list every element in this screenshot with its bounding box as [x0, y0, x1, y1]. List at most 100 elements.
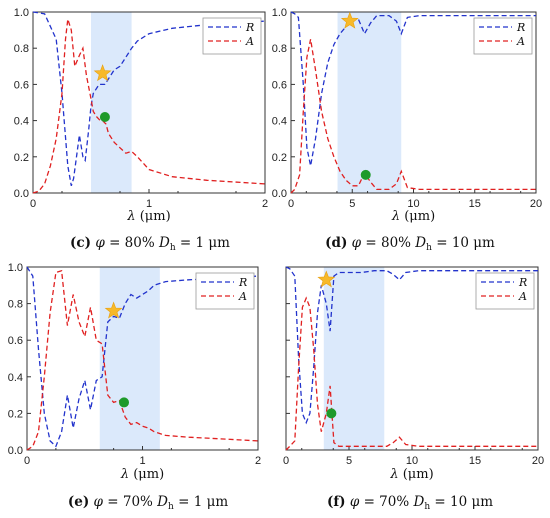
x-tick-label: 1: [146, 198, 152, 210]
x-tick-label: 10: [407, 198, 419, 210]
y-tick-label: 0.6: [272, 79, 287, 91]
series-A-line: [26, 269, 259, 451]
x-axis-symbol: λ: [120, 467, 129, 482]
y-tick-label: 0.8: [272, 43, 287, 55]
panel-f: 0 5 10 15 20 RAλ (μm) (f) φ = 70% Dh = 10 μm: [283, 266, 544, 512]
highlight-band: [337, 12, 402, 193]
panel-caption: (e) φ = 70% Dh = 1 μm: [68, 494, 229, 512]
legend-label-A: A: [245, 35, 254, 48]
caption-part: φ: [95, 235, 105, 251]
series-A-line: [285, 296, 538, 451]
legend-label-A: A: [238, 290, 247, 303]
dot-marker: [360, 169, 371, 180]
x-tick-label: 20: [532, 455, 544, 467]
caption-part: D: [158, 235, 170, 251]
caption-part: = 70%: [103, 494, 157, 510]
x-axis-unit: (μm): [129, 467, 164, 482]
caption-part: (f): [327, 494, 346, 510]
y-tick-label: 0.8: [14, 43, 29, 55]
dot-marker: [99, 111, 110, 122]
caption-part: h: [170, 243, 176, 253]
x-tick-label: 0: [288, 198, 294, 210]
caption-part: D: [156, 494, 168, 510]
caption-part: = 80%: [105, 235, 159, 251]
legend-box: [473, 17, 533, 55]
series-R-line: [32, 11, 266, 186]
star-marker: [317, 270, 336, 288]
caption-part: D: [412, 494, 424, 510]
x-tick-label: 5: [349, 198, 355, 210]
x-tick-label: 20: [530, 198, 542, 210]
panel-c: 0 1 2 0.0 0.2 0.4 0.6 0.8 1.0 RAλ (μm) (c) φ = 80%…: [14, 7, 268, 253]
y-tick-label: 1.0: [8, 262, 23, 274]
x-axis-symbol: λ: [389, 467, 398, 482]
star-marker: [340, 11, 359, 29]
panel-caption: (d) φ = 80% Dh = 10 μm: [325, 235, 495, 253]
caption-part: (d): [325, 235, 347, 251]
x-axis-label: λ (μm): [391, 209, 435, 224]
y-tick-label: 0.4: [272, 116, 287, 128]
caption-part: (e): [68, 494, 89, 510]
caption-part: φ: [94, 494, 104, 510]
star-marker: [93, 64, 112, 82]
legend-label-A: A: [516, 35, 525, 48]
legend-box: [202, 17, 262, 55]
y-tick-label: 0.2: [14, 152, 29, 164]
caption-part: h: [168, 502, 174, 512]
x-tick-label: 2: [262, 198, 268, 210]
legend-label-R: R: [245, 21, 254, 34]
x-tick-label: 1: [139, 455, 145, 467]
panel-caption: (c) φ = 80% Dh = 1 μm: [70, 235, 230, 253]
dot-marker: [326, 408, 337, 419]
caption-part: h: [424, 502, 430, 512]
highlight-band: [99, 267, 160, 450]
x-tick-label: 0: [30, 198, 36, 210]
caption-part: h: [426, 243, 432, 253]
x-axis-unit: (μm): [399, 467, 434, 482]
highlight-band: [91, 12, 132, 193]
caption-part: = 70%: [359, 494, 413, 510]
legend-label-R: R: [516, 21, 525, 34]
x-axis-label: λ (μm): [126, 209, 170, 224]
y-tick-label: 0.6: [8, 335, 23, 347]
x-axis-symbol: λ: [391, 209, 400, 224]
caption-part: = 1 μm: [174, 494, 229, 510]
series-R-line: [26, 266, 259, 448]
x-axis-label: λ (μm): [120, 467, 164, 482]
caption-part: = 10 μm: [430, 494, 493, 510]
y-tick-label: 0.0: [8, 445, 23, 457]
legend-box: [195, 272, 255, 310]
y-tick-label: 0.4: [8, 372, 23, 384]
caption-part: φ: [352, 235, 362, 251]
x-tick-label: 2: [255, 455, 261, 467]
y-tick-label: 0.2: [8, 408, 23, 420]
series-R-line: [285, 266, 538, 425]
x-tick-label: 15: [469, 198, 481, 210]
caption-part: (c): [70, 235, 91, 251]
panel-e: 0 1 2 0.0 0.2 0.4 0.6 0.8 1.0 RAλ (μm) (e) φ = 70%…: [8, 262, 261, 512]
series-A-line: [32, 19, 266, 194]
panel-d: 0 5 10 15 20 0.0 0.2 0.4 0.6 0.8 1.0 RAλ (μm) (d) φ …: [272, 7, 542, 253]
x-tick-label: 0: [283, 455, 289, 467]
x-tick-label: 15: [469, 455, 481, 467]
x-axis-unit: (μm): [136, 209, 171, 224]
panel-caption: (f) φ = 70% Dh = 10 μm: [327, 494, 493, 512]
legend-label-R: R: [238, 276, 247, 289]
series-A-line: [290, 39, 536, 194]
highlight-band: [323, 267, 385, 450]
caption-part: = 80%: [361, 235, 415, 251]
y-tick-label: 0.8: [8, 299, 23, 311]
x-tick-label: 5: [346, 455, 352, 467]
caption-part: = 1 μm: [176, 235, 231, 251]
legend-box: [475, 272, 535, 310]
caption-part: φ: [350, 494, 360, 510]
x-tick-label: 0: [24, 455, 30, 467]
y-tick-label: 0.4: [14, 116, 29, 128]
x-axis-symbol: λ: [126, 209, 135, 224]
legend-label-R: R: [518, 276, 527, 289]
y-tick-label: 0.2: [272, 152, 287, 164]
legend-label-A: A: [518, 290, 527, 303]
y-tick-label: 1.0: [14, 7, 29, 19]
y-tick-label: 0.0: [272, 188, 287, 200]
caption-part: = 10 μm: [432, 235, 495, 251]
